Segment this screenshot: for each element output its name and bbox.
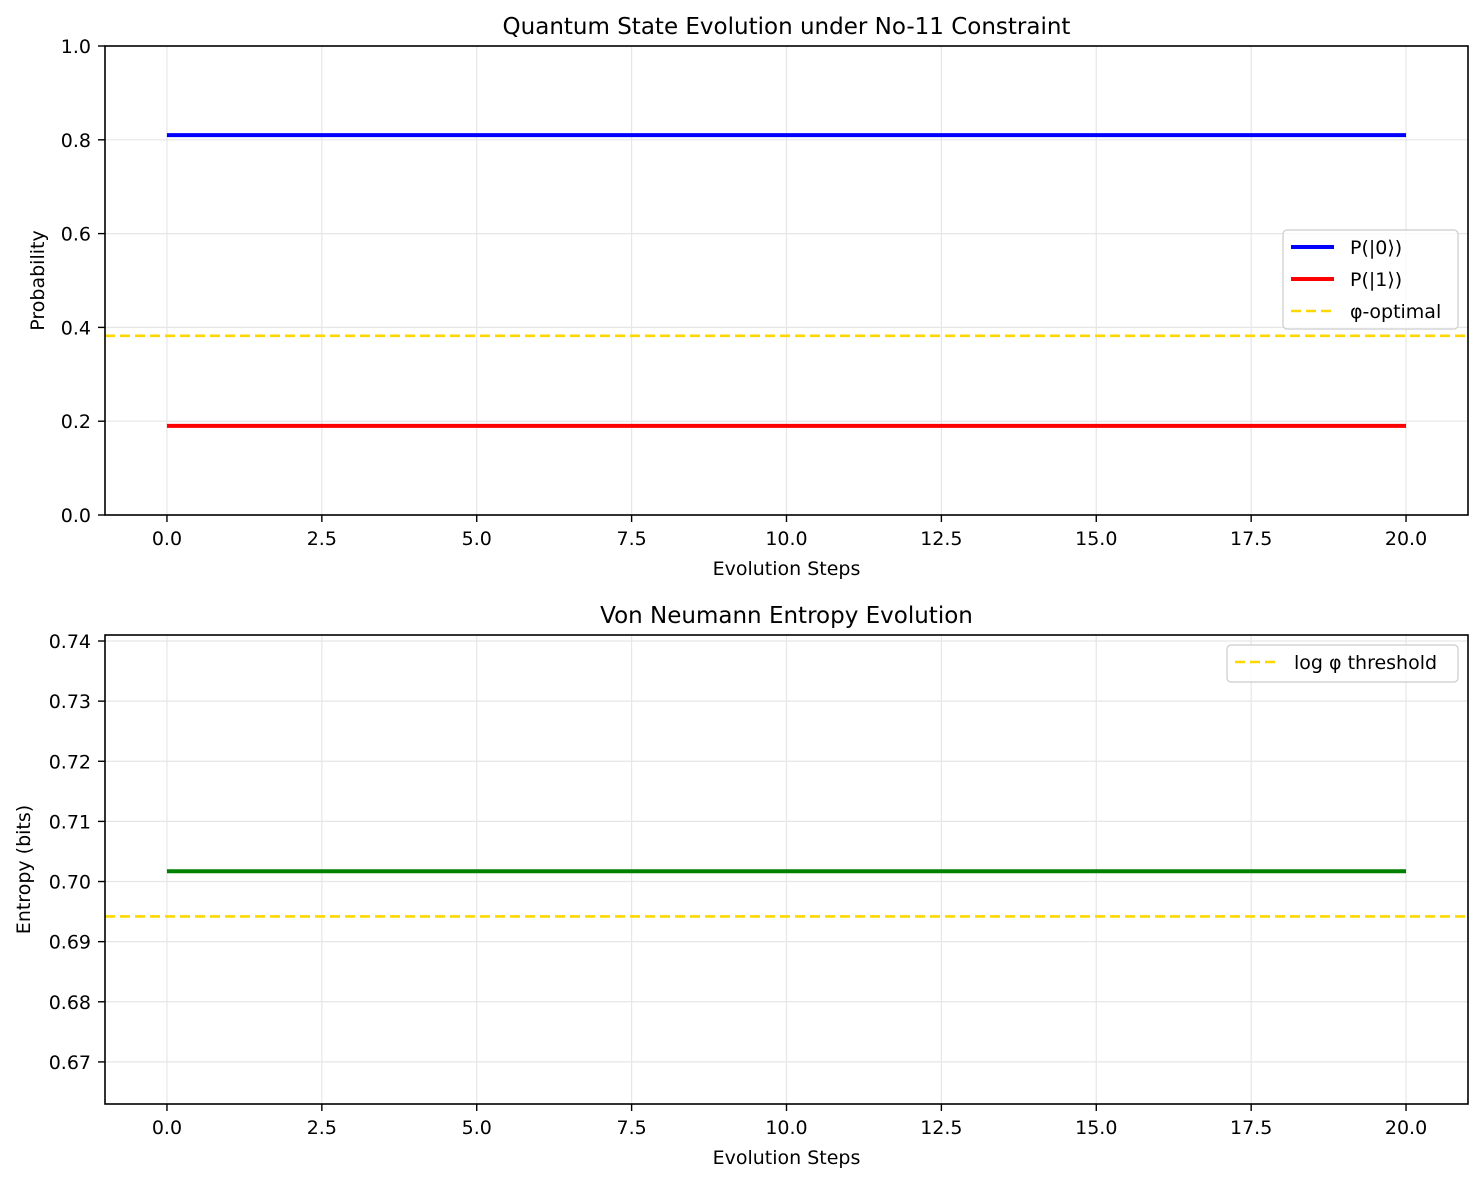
x-tick-label: 10.0 bbox=[765, 528, 807, 550]
x-axis-label: Evolution Steps bbox=[713, 558, 861, 580]
y-tick-label: 0.0 bbox=[61, 505, 91, 527]
legend-box bbox=[1282, 229, 1459, 330]
x-axis: 0.0 2.5 5.0 7.5 10.0 12.5 15.0 17.5 20.0 bbox=[152, 1104, 1427, 1139]
y-axis: 0.67 0.68 0.69 0.70 0.71 0.72 0.73 0.74 bbox=[49, 631, 105, 1074]
y-tick-label: 1.0 bbox=[61, 36, 91, 58]
legend-label: φ-optimal bbox=[1350, 301, 1441, 323]
x-tick-label: 0.0 bbox=[152, 1117, 182, 1139]
y-tick-label: 0.70 bbox=[49, 872, 91, 894]
chart-2: 0.0 2.5 5.0 7.5 10.0 12.5 15.0 17.5 20.0 0.67 0.68… bbox=[13, 603, 1469, 1169]
y-tick-label: 0.4 bbox=[61, 317, 91, 339]
x-tick-label: 0.0 bbox=[152, 528, 182, 550]
x-tick-label: 2.5 bbox=[307, 528, 337, 550]
x-tick-label: 17.5 bbox=[1230, 1117, 1272, 1139]
x-tick-label: 20.0 bbox=[1385, 1117, 1427, 1139]
y-tick-label: 0.69 bbox=[49, 932, 91, 954]
x-tick-label: 10.0 bbox=[765, 1117, 807, 1139]
legend-box bbox=[1226, 644, 1459, 683]
x-tick-label: 12.5 bbox=[920, 1117, 962, 1139]
grid bbox=[105, 635, 1468, 1104]
legend-label: log φ threshold bbox=[1294, 652, 1437, 674]
x-tick-label: 15.0 bbox=[1075, 528, 1117, 550]
x-tick-label: 17.5 bbox=[1230, 528, 1272, 550]
x-tick-label: 15.0 bbox=[1075, 1117, 1117, 1139]
y-tick-label: 0.8 bbox=[61, 130, 91, 152]
y-tick-label: 0.73 bbox=[49, 691, 91, 713]
x-axis-label: Evolution Steps bbox=[713, 1147, 861, 1169]
legend: P(|0⟩) P(|1⟩) φ-optimal bbox=[1282, 229, 1459, 330]
grid bbox=[105, 45, 1468, 516]
legend-label: P(|1⟩) bbox=[1350, 269, 1402, 291]
x-axis: 0.0 2.5 5.0 7.5 10.0 12.5 15.0 17.5 20.0 bbox=[152, 515, 1427, 550]
y-axis: 0.0 0.2 0.4 0.6 0.8 1.0 bbox=[61, 36, 105, 527]
x-tick-label: 7.5 bbox=[617, 528, 647, 550]
y-tick-label: 0.6 bbox=[61, 224, 91, 246]
plot-area bbox=[105, 869, 1468, 918]
x-tick-label: 20.0 bbox=[1385, 528, 1427, 550]
y-axis-label: Entropy (bits) bbox=[13, 805, 35, 934]
y-tick-label: 0.2 bbox=[61, 411, 91, 433]
x-tick-label: 7.5 bbox=[617, 1117, 647, 1139]
y-tick-label: 0.67 bbox=[49, 1052, 91, 1074]
chart-title: Von Neumann Entropy Evolution bbox=[600, 603, 973, 629]
plot-area bbox=[105, 133, 1468, 428]
chart-title: Quantum State Evolution under No-11 Cons… bbox=[503, 14, 1071, 40]
x-tick-label: 12.5 bbox=[920, 528, 962, 550]
x-tick-label: 5.0 bbox=[462, 528, 492, 550]
y-tick-label: 0.74 bbox=[49, 631, 91, 653]
y-axis-label: Probability bbox=[27, 230, 49, 330]
x-tick-label: 2.5 bbox=[307, 1117, 337, 1139]
legend: log φ threshold bbox=[1226, 644, 1459, 683]
y-tick-label: 0.68 bbox=[49, 992, 91, 1014]
x-tick-label: 5.0 bbox=[462, 1117, 492, 1139]
y-tick-label: 0.71 bbox=[49, 811, 91, 833]
chart-1: 0.0 2.5 5.0 7.5 10.0 12.5 15.0 17.5 20.00.00.20.… bbox=[27, 14, 1469, 580]
y-tick-label: 0.72 bbox=[49, 751, 91, 773]
legend-label: P(|0⟩) bbox=[1350, 237, 1402, 259]
